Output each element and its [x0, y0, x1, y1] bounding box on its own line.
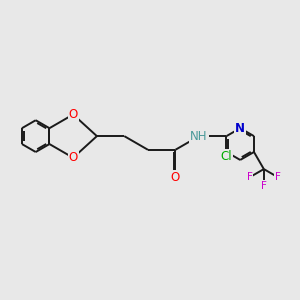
Text: F: F: [261, 181, 267, 190]
Text: O: O: [68, 108, 78, 121]
Text: Cl: Cl: [220, 150, 232, 164]
Text: F: F: [247, 172, 253, 182]
Text: O: O: [68, 151, 78, 164]
Text: N: N: [235, 122, 245, 135]
Text: O: O: [171, 171, 180, 184]
Text: F: F: [275, 172, 281, 182]
Text: NH: NH: [190, 130, 208, 142]
